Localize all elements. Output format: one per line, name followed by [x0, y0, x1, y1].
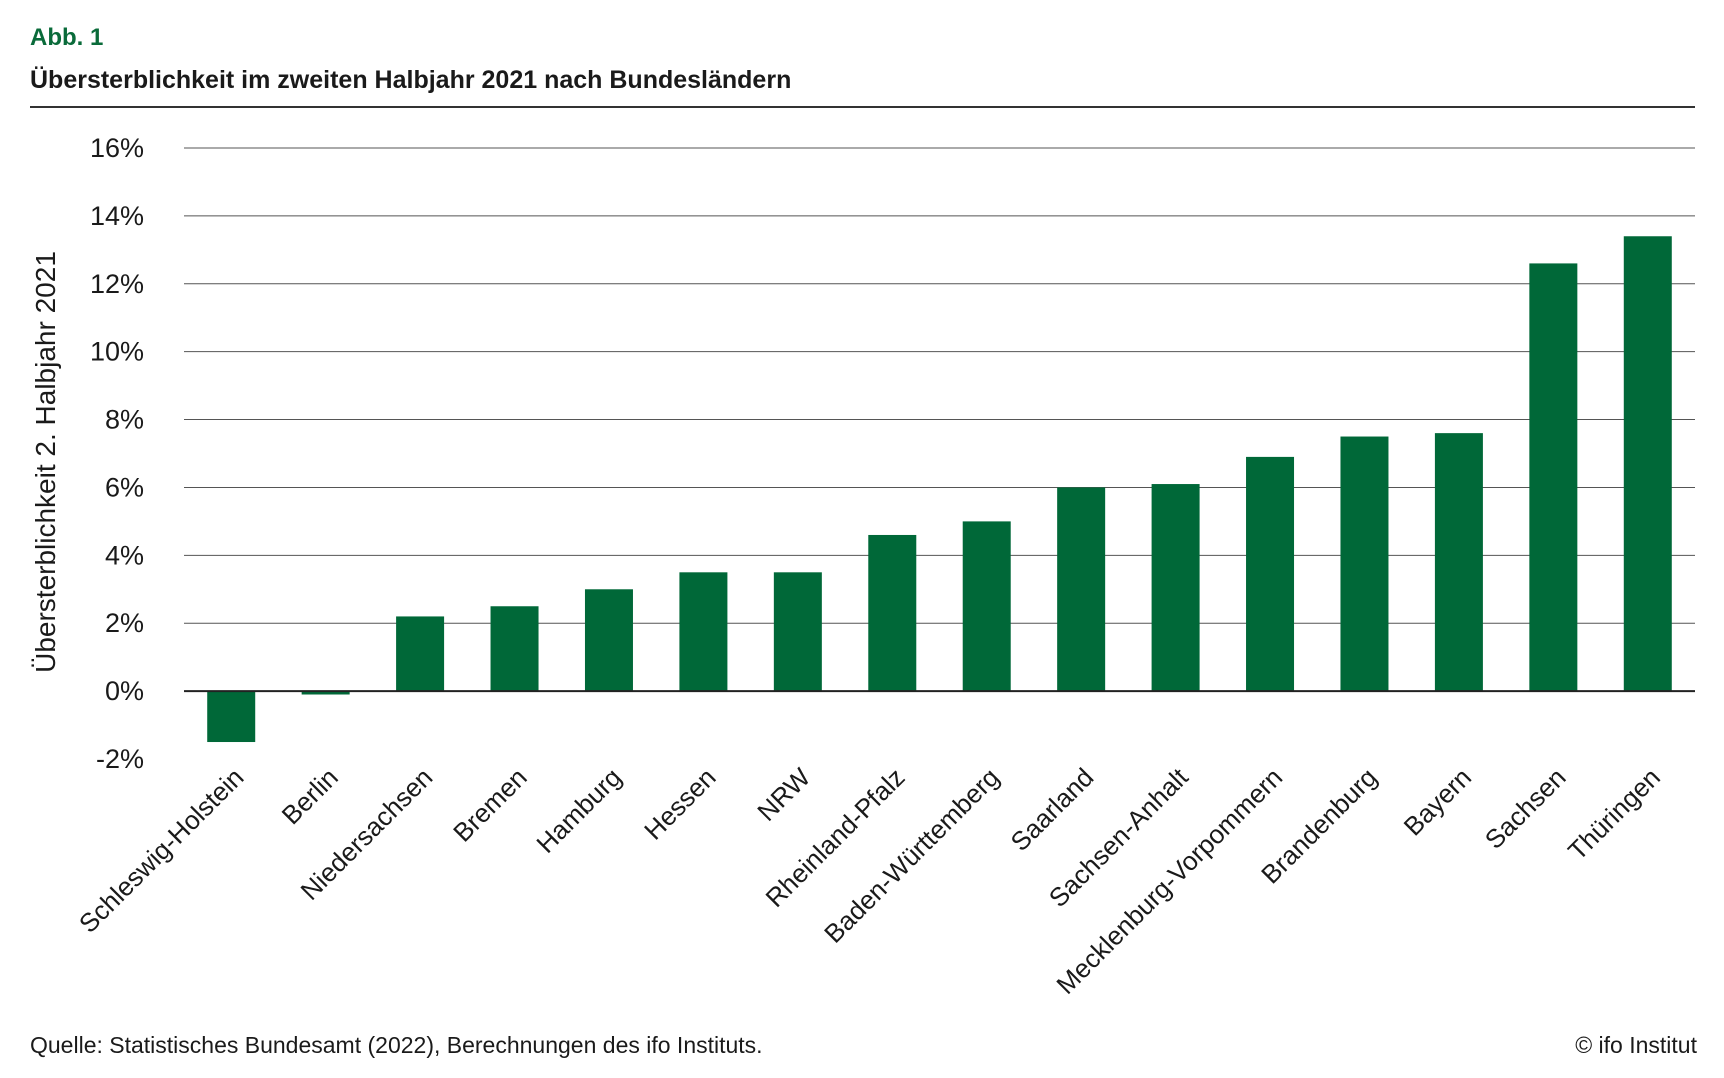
y-tick-label: 2% — [105, 608, 144, 638]
bar — [207, 691, 256, 743]
y-tick-label: 10% — [90, 337, 144, 367]
x-tick-label: Baden-Württemberg — [818, 762, 1005, 949]
bar — [962, 521, 1011, 692]
x-tick-label: Thüringen — [1562, 762, 1666, 866]
copyright-note: © ifo Institut — [1575, 1032, 1697, 1058]
bar — [301, 691, 350, 695]
bar — [1623, 236, 1672, 692]
bar — [773, 572, 822, 692]
source-note: Quelle: Statistisches Bundesamt (2022), … — [30, 1032, 763, 1058]
figure-title: Übersterblichkeit im zweiten Halbjahr 20… — [30, 66, 792, 94]
bar — [868, 534, 917, 692]
bars — [207, 236, 1672, 743]
y-tick-label: 12% — [90, 269, 144, 299]
bar — [584, 589, 633, 692]
bar — [1529, 263, 1578, 692]
x-tick-label: Bremen — [447, 762, 533, 848]
bar — [679, 572, 728, 692]
x-tick-label: Sachsen — [1479, 762, 1572, 855]
x-tick-label: Berlin — [276, 762, 344, 830]
title-rule — [30, 106, 1695, 108]
x-tick-label: Hamburg — [530, 762, 627, 859]
bar-chart: -2% 0% 2% 4% 6% 8% 10% 12% 14% 16% Schleswig-Hols… — [30, 133, 1695, 1000]
bar — [1057, 487, 1106, 692]
x-tick-label: Saarland — [1005, 762, 1100, 857]
x-tick-label: Bayern — [1398, 762, 1477, 841]
y-axis-label: Übersterblichkeit 2. Halbjahr 2021 — [30, 251, 61, 673]
y-tick-label: 0% — [105, 676, 144, 706]
bar — [1151, 484, 1200, 692]
bar — [490, 606, 539, 692]
y-tick-label: 16% — [90, 133, 144, 163]
bar — [1434, 433, 1483, 692]
x-tick-label: Hessen — [638, 762, 722, 846]
x-tick-label: Schleswig-Holstein — [73, 762, 250, 939]
bar — [1246, 456, 1295, 692]
y-tick-label: 4% — [105, 540, 144, 570]
y-tick-labels: -2% 0% 2% 4% 6% 8% 10% 12% 14% 16% — [90, 133, 144, 774]
x-tick-label: NRW — [751, 762, 816, 827]
figure-label: Abb. 1 — [30, 24, 104, 51]
grid-lines — [184, 147, 1695, 624]
y-tick-label: -2% — [96, 744, 144, 774]
y-tick-label: 6% — [105, 472, 144, 502]
bar — [396, 616, 445, 692]
bar — [1340, 436, 1389, 692]
y-tick-label: 8% — [105, 405, 144, 435]
y-tick-label: 14% — [90, 201, 144, 231]
